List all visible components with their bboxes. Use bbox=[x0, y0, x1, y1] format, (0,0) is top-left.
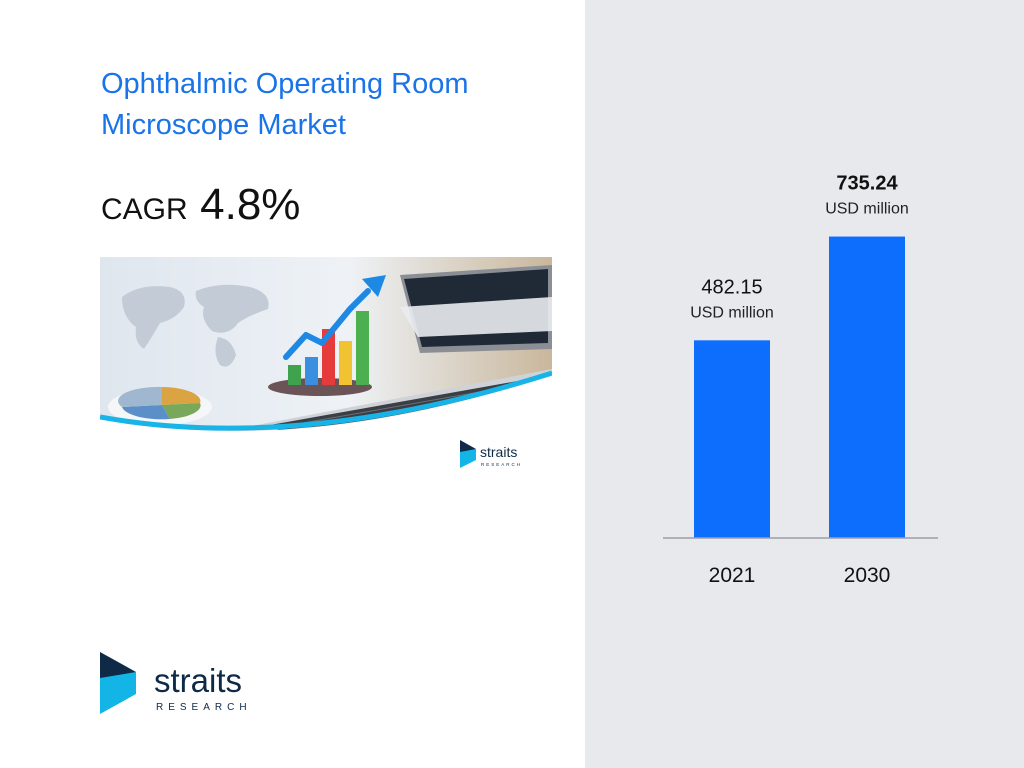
chart-panel bbox=[585, 0, 1024, 768]
cagr-stat: CAGR 4.8% bbox=[101, 180, 300, 230]
growth-arrow-icon bbox=[283, 275, 386, 360]
cagr-value: 4.8% bbox=[200, 180, 301, 229]
title-line-1: Ophthalmic Operating Room bbox=[101, 68, 469, 100]
swoosh-cyan bbox=[100, 370, 552, 431]
title-line-2: Microscope Market bbox=[101, 109, 346, 141]
logo-tagline: RESEARCH bbox=[156, 702, 252, 713]
page-title: Ophthalmic Operating Room Microscope Mar… bbox=[101, 64, 541, 146]
small-logo-name: straits bbox=[480, 444, 517, 460]
straits-logo-small: straits RESEARCH bbox=[460, 440, 522, 468]
cagr-label: CAGR bbox=[101, 193, 188, 226]
small-logo-tagline: RESEARCH bbox=[481, 462, 522, 467]
pie-chart-icon bbox=[118, 386, 201, 420]
logo-name: straits bbox=[154, 662, 242, 699]
straits-logo: straits RESEARCH bbox=[100, 652, 252, 714]
growth-bars-icon bbox=[268, 311, 372, 396]
hero-illustration bbox=[100, 257, 552, 442]
swoosh-white bbox=[100, 375, 552, 442]
world-map-icon bbox=[122, 284, 269, 367]
